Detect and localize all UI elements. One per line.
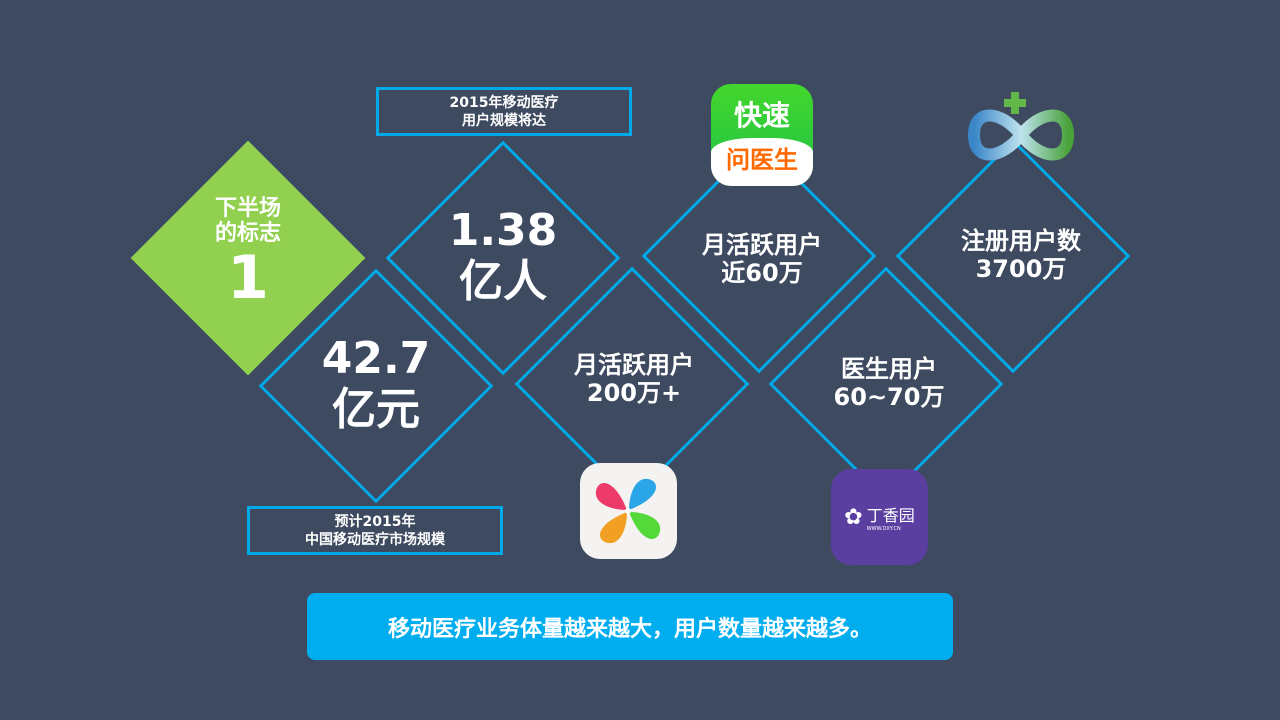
marker-line2: 的标志 (214, 221, 281, 247)
summary-banner: 移动医疗业务体量越来越大，用户数量越来越多。 (307, 593, 953, 660)
marker-number: 1 (227, 242, 269, 313)
users-caption-line1: 2015年移动医疗 (449, 94, 559, 111)
app2-text: 月活跃用户 近60万 (652, 231, 872, 287)
icon-text-top: 快速 (733, 99, 790, 132)
marker-line1: 下半场 (214, 196, 281, 221)
users-text: 1.38 亿人 (393, 205, 613, 307)
app4-text: 注册用户数 3700万 (911, 227, 1131, 283)
app3-label: 医生用户 (841, 355, 937, 383)
market-text: 42.7 亿元 (266, 333, 486, 435)
users-caption: 2015年移动医疗 用户规模将达 (376, 87, 632, 136)
app3-value: 60~70万 (833, 382, 945, 411)
users-value: 1.38 (448, 205, 558, 256)
icon-text-bottom: 问医生 (711, 138, 813, 186)
market-caption-line1: 预计2015年 (334, 513, 416, 530)
app1-text: 月活跃用户 200万+ (524, 351, 744, 407)
users-caption-line2: 用户规模将达 (462, 112, 546, 129)
app2-label: 月活跃用户 (702, 231, 822, 259)
app1-label: 月活跃用户 (574, 351, 694, 379)
market-caption-line2: 中国移动医疗市场规模 (305, 531, 445, 548)
clover-app-icon (580, 463, 677, 559)
app1-value: 200万+ (586, 378, 682, 407)
dxy-url: WWW.DXY.CN (866, 526, 901, 532)
leaf-icon: ✿ (844, 504, 863, 530)
app4-label: 注册用户数 (961, 227, 1081, 255)
kuaisu-wenyisheng-app-icon: 快速 问医生 (711, 84, 813, 186)
app3-text: 医生用户 60~70万 (779, 355, 999, 411)
app4-value: 3700万 (975, 254, 1067, 283)
market-unit: 亿元 (332, 383, 420, 435)
marker-text: 下半场 的标志 1 (138, 196, 358, 309)
app2-value: 近60万 (721, 258, 803, 287)
dxy-logo-text: 丁香园 WWW.DXY.CN (867, 502, 915, 532)
infinity-cross-logo (967, 92, 1075, 161)
users-unit: 亿人 (459, 255, 547, 307)
market-value: 42.7 (321, 333, 431, 384)
market-caption: 预计2015年 中国移动医疗市场规模 (247, 506, 503, 555)
dingxiangyuan-app-icon: ✿ 丁香园 WWW.DXY.CN (831, 469, 928, 565)
dxy-name: 丁香园 (866, 506, 915, 525)
